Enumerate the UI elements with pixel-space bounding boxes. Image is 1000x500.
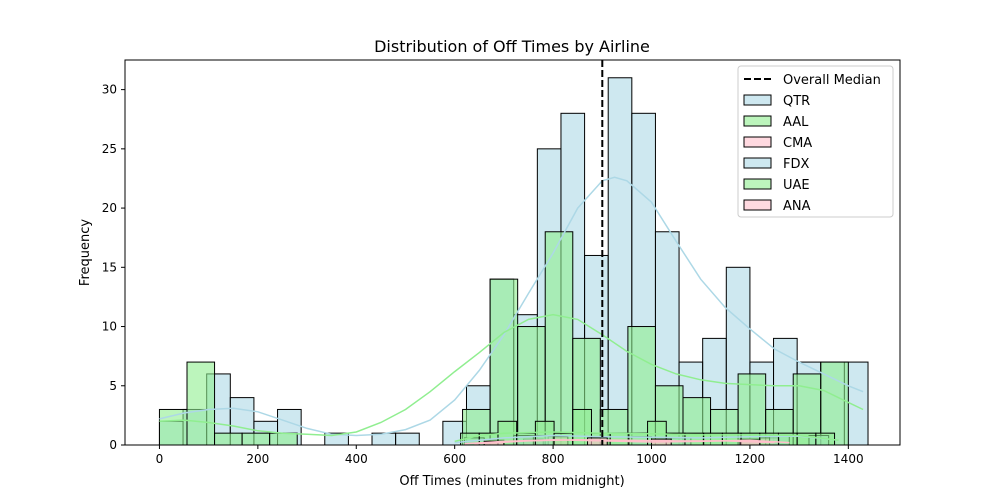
bar-uae-8	[609, 432, 630, 446]
bar-aal-2	[214, 432, 243, 446]
kde-line-ana	[474, 438, 775, 445]
legend-swatch-ana	[743, 199, 772, 211]
y-tick-label: 20	[102, 201, 117, 215]
y-tick-label: 10	[102, 320, 117, 334]
chart-title: Distribution of Off Times by Airline	[374, 37, 650, 56]
legend-swatch-fdx	[743, 157, 772, 169]
x-tick-label: 1400	[833, 452, 864, 466]
y-tick-label: 15	[102, 260, 117, 274]
x-tick-label: 800	[542, 452, 565, 466]
legend-label-median: Overall Median	[783, 73, 881, 88]
legend-label-cma: CMA	[783, 136, 812, 151]
legend-label-ana: ANA	[783, 199, 811, 214]
bar-aal-1	[186, 361, 216, 446]
legend: Overall Median QTR AAL CMA FDX UAE ANA	[737, 65, 894, 218]
bar-aal-18	[820, 361, 849, 446]
x-tick-label: 0	[156, 452, 164, 466]
bar-aal-3	[241, 432, 271, 446]
legend-label-uae: UAE	[783, 178, 810, 193]
legend-swatch-qtr	[743, 94, 772, 106]
bar-uae-3	[516, 432, 536, 446]
bar-qtr-8	[395, 432, 420, 446]
y-tick-label: 5	[109, 379, 117, 393]
x-tick-label: 400	[345, 452, 368, 466]
bar-uae-4	[534, 420, 555, 446]
legend-swatch-aal	[743, 115, 772, 127]
legend-box	[737, 65, 894, 218]
legend-swatch-cma	[743, 136, 772, 148]
y-axis-label: Frequency	[78, 219, 93, 286]
kde-line-uae	[454, 431, 839, 443]
kde-line-aal	[159, 313, 864, 437]
y-tick-label: 25	[102, 142, 117, 156]
x-tick-label: 600	[443, 452, 466, 466]
legend-label-aal: AAL	[783, 115, 809, 130]
bar-aal-6	[489, 278, 519, 446]
y-tick-label: 0	[109, 438, 117, 452]
x-axis-label: Off Times (minutes from midnight)	[399, 474, 624, 489]
bar-aal-0	[158, 408, 188, 446]
y-tick-label: 30	[102, 83, 117, 97]
legend-label-fdx: FDX	[783, 157, 809, 172]
legend-swatch-uae	[743, 178, 772, 190]
legend-label-qtr: QTR	[783, 94, 810, 109]
kde-line-qtr	[159, 176, 864, 437]
kde-line-fdx	[454, 434, 839, 444]
x-tick-label: 1000	[636, 452, 667, 466]
plot-frame	[124, 59, 901, 446]
x-tick-label: 1200	[735, 452, 766, 466]
bar-aal-4	[269, 432, 298, 446]
bar-aal-8	[544, 231, 574, 446]
x-tick-label: 200	[246, 452, 269, 466]
bar-uae-9	[628, 432, 649, 446]
